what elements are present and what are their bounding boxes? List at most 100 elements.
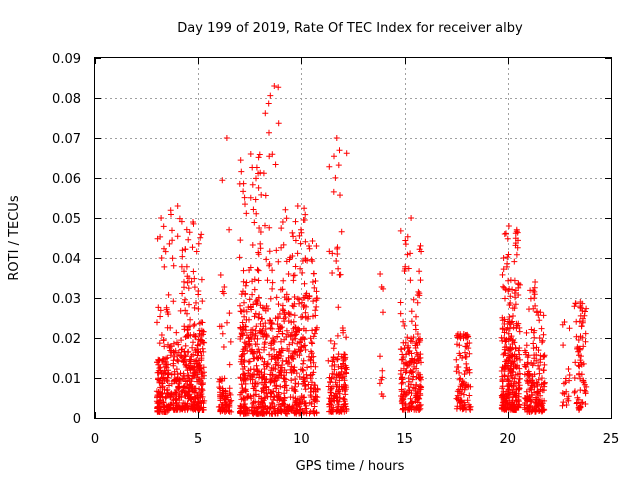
data-point [530, 345, 537, 352]
data-point [281, 294, 288, 301]
data-point [284, 360, 291, 367]
data-point [402, 237, 409, 244]
data-point [511, 305, 518, 312]
data-point [539, 339, 545, 346]
data-point [404, 251, 411, 258]
data-point [277, 286, 284, 293]
data-point [266, 153, 273, 160]
data-point [305, 313, 312, 320]
data-point [223, 396, 229, 403]
data-point [266, 129, 272, 136]
data-point [255, 249, 262, 256]
data-point [405, 383, 412, 390]
data-point [251, 335, 258, 342]
data-point [329, 358, 336, 365]
data-point [256, 151, 263, 158]
data-point [330, 345, 337, 352]
data-point [456, 333, 463, 340]
data-point [572, 359, 579, 366]
data-point [181, 323, 188, 330]
data-point [398, 346, 405, 353]
data-point [418, 248, 425, 255]
data-point [329, 270, 336, 276]
data-point [337, 271, 344, 278]
data-point [278, 369, 285, 376]
data-point [237, 157, 244, 164]
x-tick-label: 0 [91, 432, 99, 447]
data-point [226, 385, 233, 392]
data-point [275, 120, 282, 127]
data-point [158, 215, 165, 221]
axis-ticks [95, 58, 612, 419]
data-point [416, 290, 423, 297]
data-point [296, 403, 303, 410]
data-point [399, 374, 406, 381]
data-point [157, 367, 164, 374]
data-point [341, 373, 348, 380]
data-point [279, 347, 286, 354]
data-point [405, 389, 412, 396]
data-point [190, 219, 196, 225]
data-point [260, 385, 266, 392]
data-point [300, 357, 307, 364]
data-point [275, 258, 282, 265]
data-point [306, 243, 312, 249]
data-point [243, 388, 249, 395]
data-point [298, 343, 305, 350]
data-point [413, 382, 420, 388]
data-point [313, 243, 320, 249]
data-point [251, 408, 258, 415]
data-point [283, 327, 290, 334]
data-point [252, 310, 259, 317]
data-point [503, 393, 510, 400]
data-point [255, 277, 262, 284]
data-point [167, 352, 174, 359]
data-point [269, 151, 276, 158]
data-point [169, 227, 175, 234]
data-point [268, 364, 275, 371]
y-tick-label: 0.05 [52, 212, 81, 227]
data-point [526, 306, 532, 313]
data-point [463, 364, 470, 371]
data-point [302, 346, 309, 353]
data-point [274, 333, 281, 340]
data-point [169, 237, 176, 244]
data-point [325, 357, 332, 364]
data-point [271, 353, 278, 360]
data-point [527, 287, 534, 294]
data-point [158, 380, 165, 387]
data-point [237, 391, 244, 398]
data-point [159, 390, 166, 397]
data-point [267, 92, 274, 99]
data-point [175, 375, 181, 382]
data-point [537, 356, 544, 363]
data-point [153, 398, 160, 405]
data-point [297, 265, 304, 272]
data-point [173, 377, 180, 384]
data-point [457, 399, 464, 406]
data-point [336, 147, 343, 154]
data-point [262, 320, 269, 327]
data-point [157, 394, 164, 401]
data-point [310, 333, 317, 340]
data-point [416, 406, 423, 413]
data-point [334, 401, 341, 408]
data-point [185, 236, 192, 243]
data-point [292, 395, 299, 402]
data-point [334, 244, 341, 251]
data-point [293, 370, 300, 377]
data-point [407, 395, 414, 402]
data-point [411, 385, 418, 392]
data-point [310, 298, 317, 305]
data-point [290, 356, 297, 362]
data-point [529, 407, 536, 414]
data-point [200, 407, 207, 413]
data-point [513, 380, 519, 387]
data-point [330, 395, 337, 402]
data-point [300, 304, 307, 310]
x-tick-labels: 0 5 10 15 20 25 [91, 432, 619, 447]
data-point [241, 395, 247, 401]
data-point [577, 345, 583, 352]
data-point [266, 248, 273, 255]
data-point [408, 308, 415, 315]
